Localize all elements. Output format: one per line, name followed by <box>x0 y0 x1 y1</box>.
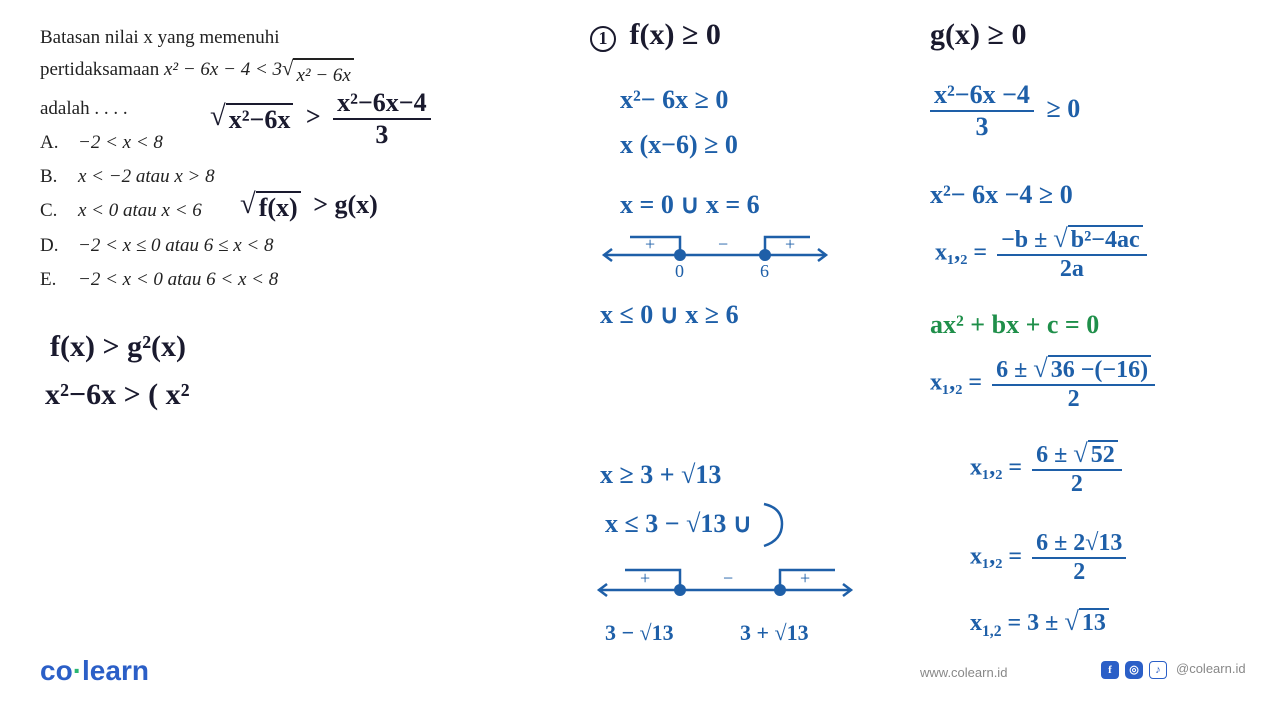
col1-signline: + − + 0 6 <box>600 225 830 290</box>
question-line2: pertidaksamaan x² − 6x − 4 < 3x² − 6x <box>40 54 460 92</box>
svg-text:6: 6 <box>760 261 769 281</box>
question-line1: Batasan nilai x yang memenuhi <box>40 22 460 54</box>
svg-text:+: + <box>800 568 810 588</box>
facebook-icon: f <box>1101 661 1119 679</box>
col1-l2: x (x−6) ≥ 0 <box>620 130 738 160</box>
footer-url: www.colearn.id <box>920 665 1007 680</box>
brace-icon <box>758 500 792 550</box>
svg-text:+: + <box>785 234 795 254</box>
col1-l4: x ≤ 0 ∪ x ≥ 6 <box>600 300 739 330</box>
hw-left-ineq: x²−6x > x²−6x−4 3 <box>210 88 431 150</box>
footer-handle: @colearn.id <box>1176 661 1246 676</box>
col2-l4: x₁,₂ = 6 ± 36 −(−16) 2 <box>930 355 1155 413</box>
col2-l6: x₁,₂ = 6 ± 2√13 2 <box>970 530 1126 586</box>
hw-below2: x²−6x > ( x² <box>45 378 190 412</box>
hw-left-line2: f(x) > g(x) <box>240 190 378 223</box>
col2-l7: x1,2 = 3 ± 13 <box>970 608 1109 641</box>
number-line-icon: + − + 0 6 <box>600 225 830 285</box>
col2-header: g(x) ≥ 0 <box>930 18 1026 52</box>
col2-quad: x₁,₂ = −b ± b²−4ac 2a <box>935 225 1147 283</box>
col1-l1: x²− 6x ≥ 0 <box>620 85 728 115</box>
sign2-b: 3 + √13 <box>740 620 809 646</box>
question-block: Batasan nilai x yang memenuhi pertidaksa… <box>40 22 460 296</box>
option-e: E.−2 < x < 0 atau 6 < x < 8 <box>40 264 460 296</box>
col2-l5: x₁,₂ = 6 ± 52 2 <box>970 440 1122 498</box>
hw-below1: f(x) > g²(x) <box>50 330 186 364</box>
svg-text:+: + <box>640 568 650 588</box>
svg-text:−: − <box>718 234 728 254</box>
tiktok-icon: ♪ <box>1149 661 1167 679</box>
col2-stdform: ax² + bx + c = 0 <box>930 310 1099 340</box>
col1-l5a: x ≥ 3 + √13 <box>600 460 721 490</box>
col2-frac: x²−6x −4 3 ≥ 0 <box>930 80 1080 142</box>
footer-social: f ◎ ♪ @colearn.id <box>1100 660 1246 679</box>
colearn-logo: co·learn <box>40 655 149 687</box>
svg-text:+: + <box>645 234 655 254</box>
col1-l5b: x ≤ 3 − √13 ∪ <box>605 500 792 550</box>
option-d: D.−2 < x ≤ 0 atau 6 ≤ x < 8 <box>40 230 460 262</box>
instagram-icon: ◎ <box>1125 661 1143 679</box>
svg-text:0: 0 <box>675 261 684 281</box>
sign2-a: 3 − √13 <box>605 620 674 646</box>
col1-header: 1 f(x) ≥ 0 <box>590 18 721 52</box>
col2-l2: x²− 6x −4 ≥ 0 <box>930 180 1073 210</box>
col1-l3: x = 0 ∪ x = 6 <box>620 190 760 220</box>
svg-text:−: − <box>723 568 733 588</box>
